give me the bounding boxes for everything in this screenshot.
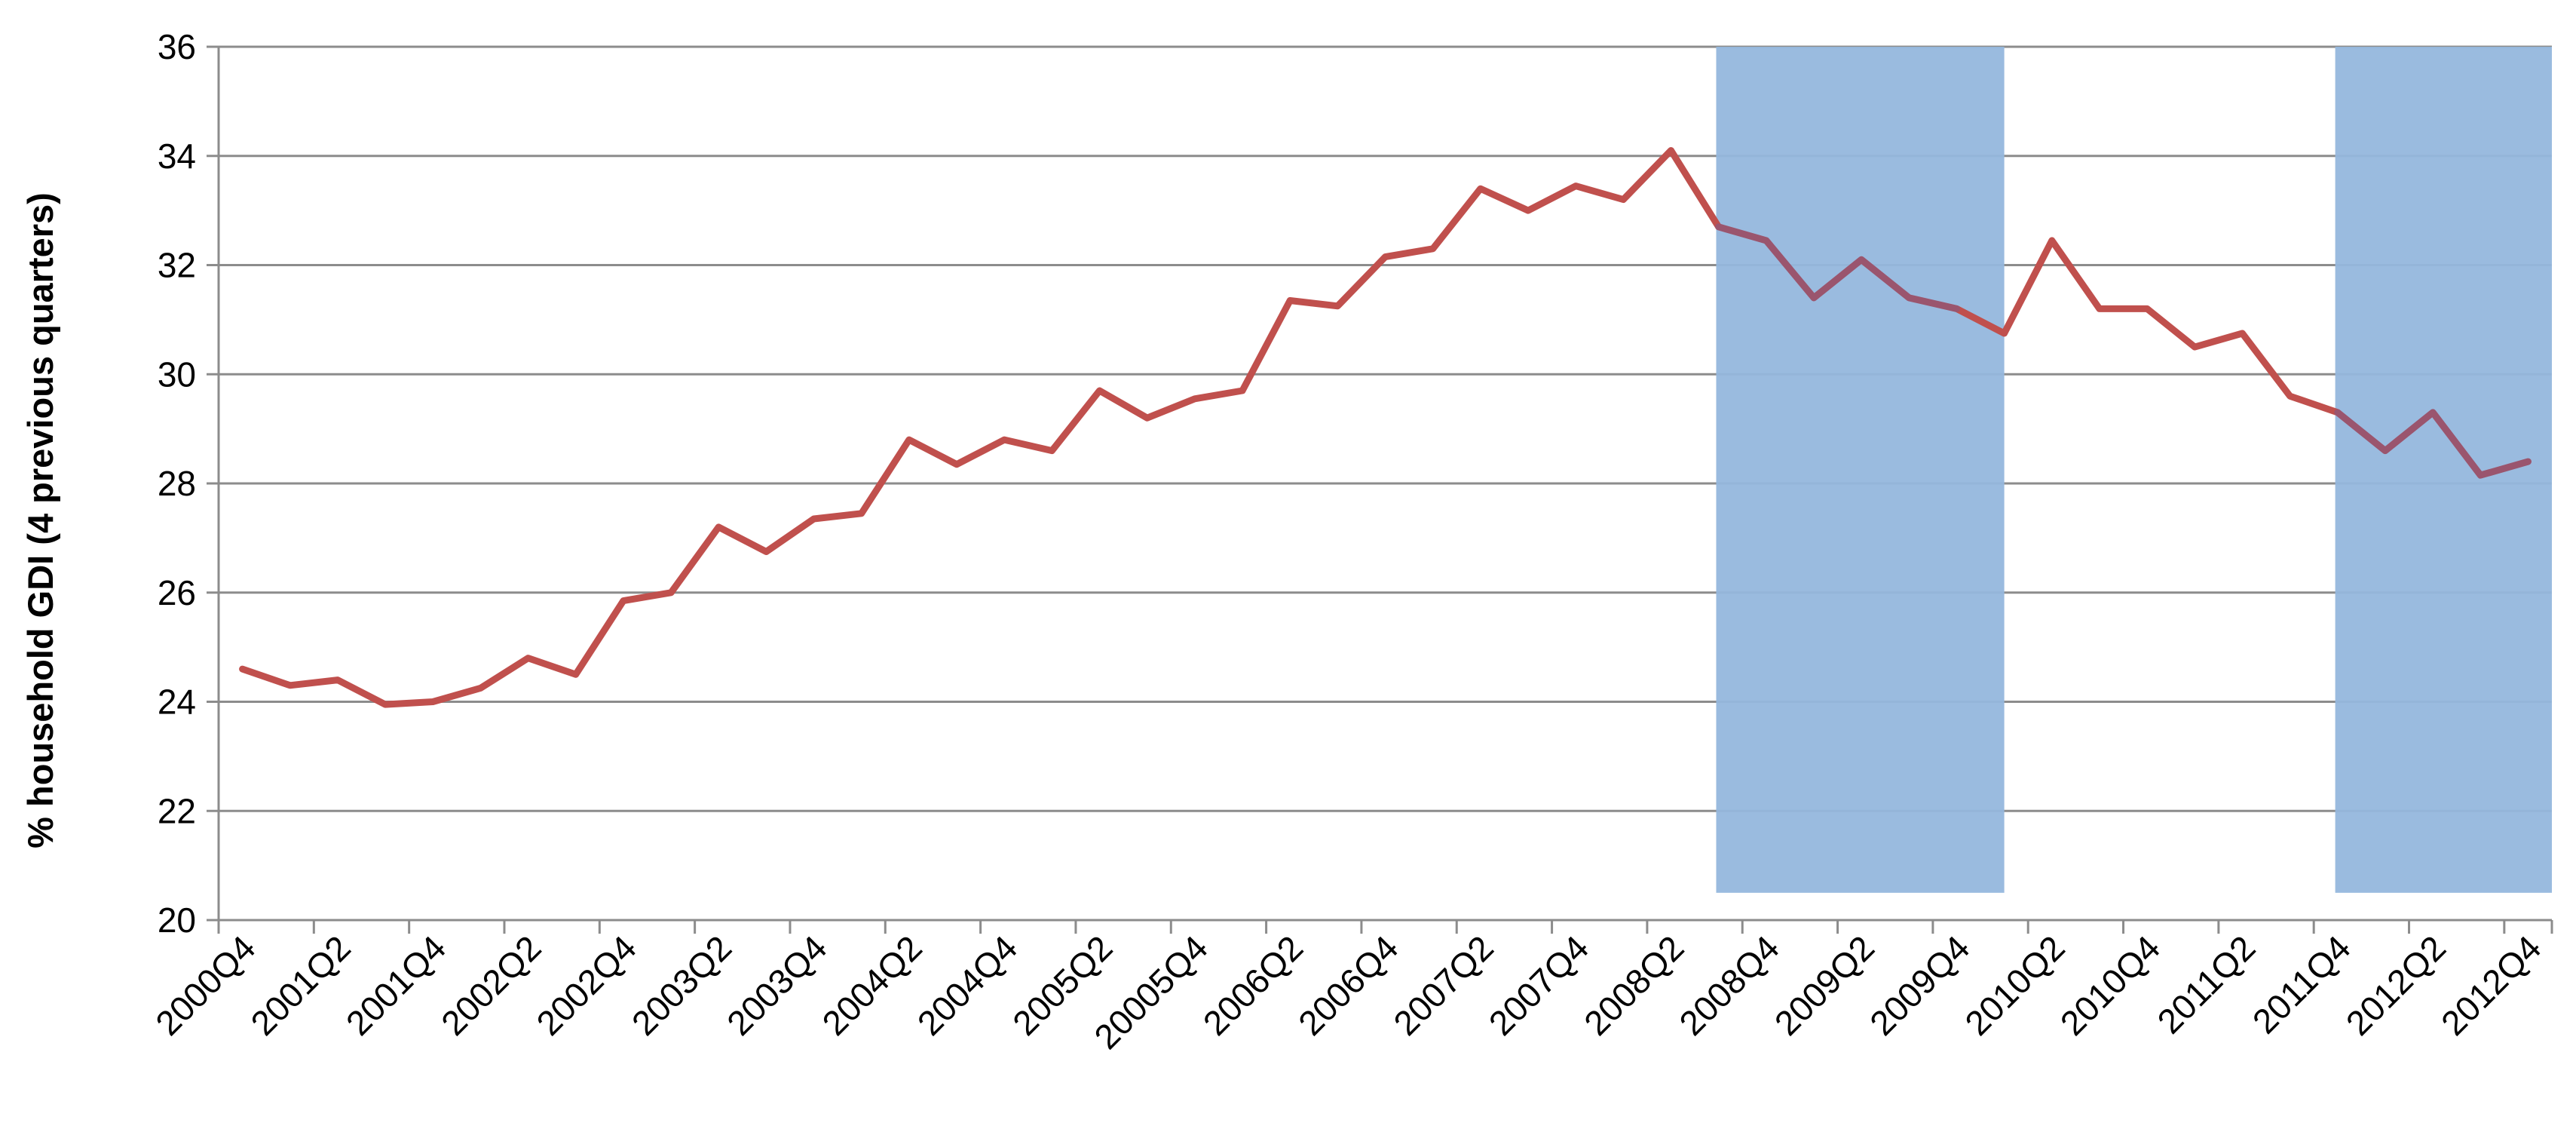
x-tick-label: 2007Q4 <box>1481 928 1597 1043</box>
recession-shaded-region <box>2335 47 2552 893</box>
x-tick-label: 2011Q2 <box>2149 928 2262 1041</box>
series-line-layer <box>239 147 2532 708</box>
x-tick-label: 2001Q4 <box>338 928 454 1043</box>
x-tick-label: 2003Q2 <box>624 928 740 1043</box>
y-tick-label: 20 <box>158 900 196 940</box>
x-tick-label: 2012Q4 <box>2434 928 2549 1043</box>
axis-layer <box>207 45 2553 934</box>
data-series-line <box>239 147 2532 708</box>
x-tick-labels: 2000Q42001Q22001Q42002Q22002Q42003Q22003… <box>148 928 2548 1057</box>
x-tick-label: 2010Q2 <box>1957 928 2072 1043</box>
x-tick-label: 2000Q4 <box>148 928 263 1043</box>
x-tick-label: 2009Q2 <box>1767 928 1882 1043</box>
y-tick-label: 30 <box>158 354 196 394</box>
grid-layer <box>219 45 2552 812</box>
x-tick-label: 2004Q2 <box>814 928 930 1043</box>
x-tick-label: 2006Q4 <box>1291 928 1406 1043</box>
y-tick-label: 26 <box>158 573 196 612</box>
x-tick-label: 2008Q4 <box>1671 928 1787 1043</box>
x-tick-label: 2004Q4 <box>910 928 1025 1043</box>
series-line-shaded-segment <box>1715 223 1960 312</box>
recession-shaded-region <box>1716 47 2005 893</box>
y-tick-label: 32 <box>158 246 196 285</box>
y-tick-label: 22 <box>158 791 196 830</box>
x-tick-label: 2007Q2 <box>1386 928 1501 1043</box>
x-tick-label: 2011Q4 <box>2245 928 2358 1041</box>
x-tick-label: 2003Q4 <box>719 928 835 1043</box>
x-tick-label: 2010Q4 <box>2053 928 2168 1043</box>
y-tick-label: 36 <box>158 27 196 66</box>
x-tick-label: 2002Q4 <box>528 928 644 1043</box>
x-tick-label: 2009Q4 <box>1862 928 1977 1043</box>
y-tick-label: 28 <box>158 464 196 503</box>
y-tick-label: 24 <box>158 683 196 722</box>
y-tick-labels: 20 22 24 26 28 30 32 34 36 <box>158 27 196 940</box>
x-tick-label: 2008Q2 <box>1576 928 1692 1043</box>
x-tick-label: 2006Q2 <box>1196 928 1311 1043</box>
y-axis-label: % household GDI (4 previous quarters) <box>20 192 60 848</box>
x-tick-label: 2012Q2 <box>2339 928 2454 1043</box>
x-tick-label: 2001Q2 <box>243 928 358 1043</box>
recession-shading-layer <box>1716 47 2552 893</box>
y-tick-label: 34 <box>158 137 196 176</box>
x-tick-label: 2002Q2 <box>433 928 549 1043</box>
series-line-shaded-segment <box>2334 409 2532 479</box>
